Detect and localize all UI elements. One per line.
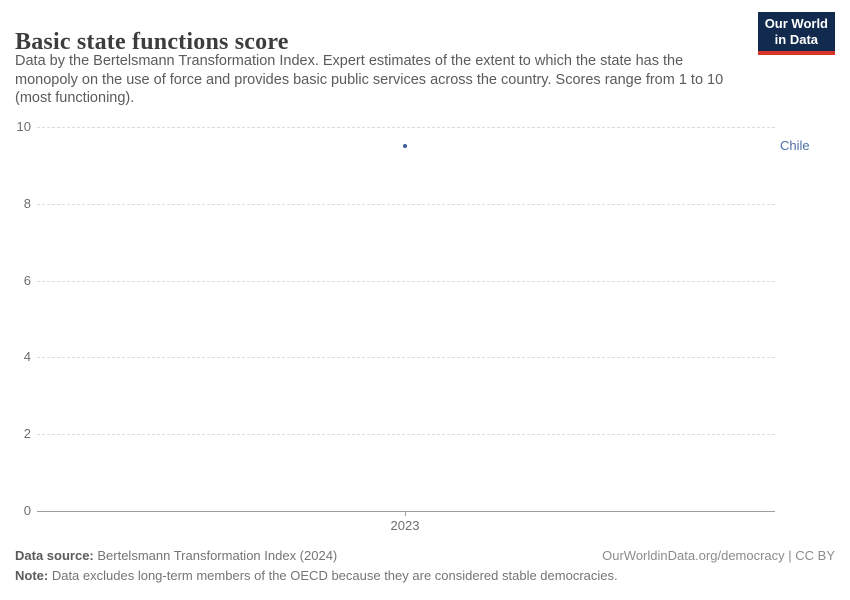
chart-subtitle: Data by the Bertelsmann Transformation I… [15,53,724,106]
note-value: Data excludes long-term members of the O… [48,568,618,583]
footer-rights-link[interactable]: OurWorldinData.org/democracy | CC BY [602,548,835,563]
y-tick-label-4: 4 [23,349,31,365]
data-point-chile[interactable] [403,144,407,149]
gridline-y10 [37,127,775,128]
gridline-y2 [37,434,775,436]
y-tick-label-6: 6 [23,272,31,288]
gridline-y8 [37,203,775,205]
owid-logo-line1: Our World [764,16,828,31]
data-source-label: Data source: [15,548,94,563]
footer-note-row: Note: Data excludes long-term members of… [15,568,835,583]
y-tick-label-0: 0 [23,503,31,518]
owid-logo[interactable]: Our World in Data [757,12,835,55]
data-source-value: Bertelsmann Transformation Index (2024) [93,548,338,563]
x-axis-line [37,511,775,512]
x-tick-mark [405,511,406,516]
y-tick-label-2: 2 [23,426,31,442]
chart-title: Basic state functions score [15,29,289,56]
entity-label-chile[interactable]: Chile [780,138,810,154]
note-label: Note: [15,568,49,583]
gridline-y4 [37,357,775,359]
x-tick-label: 2023 [390,518,420,533]
y-tick-label-10: 10 [16,119,31,134]
y-tick-label-8: 8 [23,195,31,211]
footer-source-row: OurWorldinData.org/democracy | CC BY Dat… [15,548,835,563]
gridline-y6 [37,280,775,282]
owid-logo-line2: in Data [774,32,819,47]
